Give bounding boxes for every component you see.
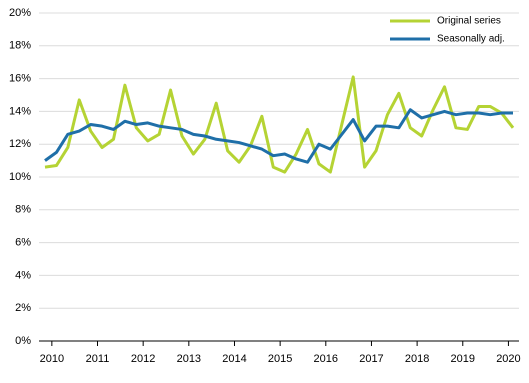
y-tick-label: 16% xyxy=(9,73,31,85)
x-tick-label: 2015 xyxy=(268,353,292,365)
x-tick-label: 2019 xyxy=(451,353,475,365)
y-tick-label: 8% xyxy=(15,204,31,216)
x-tick-label: 2011 xyxy=(86,353,110,365)
x-tick-label: 2013 xyxy=(177,353,201,365)
legend-label: Seasonally adj. xyxy=(437,34,505,45)
y-tick-label: 6% xyxy=(15,237,31,249)
y-tick-label: 2% xyxy=(15,302,31,314)
y-tick-label: 20% xyxy=(9,7,31,19)
x-tick-label: 2020 xyxy=(496,353,520,365)
x-tick-label: 2012 xyxy=(131,353,155,365)
y-tick-label: 4% xyxy=(15,269,31,281)
legend-label: Original series xyxy=(437,16,501,27)
y-tick-label: 12% xyxy=(9,138,31,150)
x-tick-label: 2017 xyxy=(359,353,383,365)
x-tick-label: 2010 xyxy=(40,353,64,365)
y-tick-label: 10% xyxy=(9,171,31,183)
series-line xyxy=(44,108,513,164)
x-tick-label: 2018 xyxy=(405,353,429,365)
x-tick-label: 2016 xyxy=(314,353,338,365)
series-line xyxy=(44,75,515,174)
y-tick-label: 18% xyxy=(9,40,31,52)
y-tick-label: 14% xyxy=(9,105,31,117)
x-tick-label: 2014 xyxy=(222,353,246,365)
y-tick-label: 0% xyxy=(15,335,31,347)
